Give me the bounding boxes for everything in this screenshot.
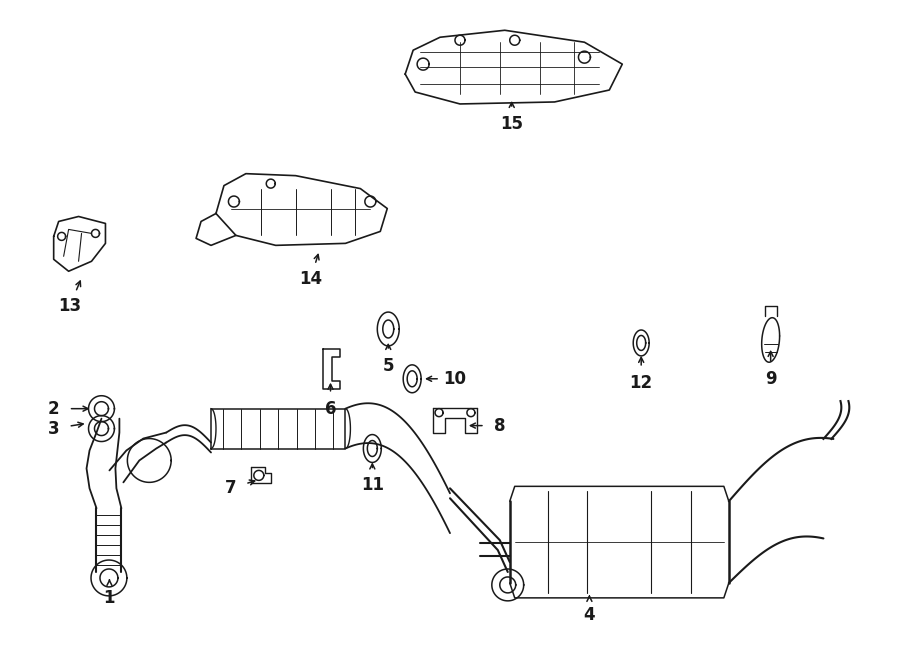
Text: 15: 15 <box>500 115 523 133</box>
Text: 2: 2 <box>48 400 59 418</box>
Text: 4: 4 <box>583 605 595 624</box>
Text: 1: 1 <box>104 589 115 607</box>
Text: 5: 5 <box>382 357 394 375</box>
Text: 12: 12 <box>630 373 652 392</box>
Text: 7: 7 <box>225 479 237 497</box>
Text: 8: 8 <box>494 416 506 434</box>
Text: 13: 13 <box>58 297 81 315</box>
Text: 14: 14 <box>299 270 322 288</box>
Text: 9: 9 <box>765 369 777 388</box>
Text: 11: 11 <box>361 477 383 494</box>
Text: 3: 3 <box>48 420 59 438</box>
Text: 6: 6 <box>325 400 337 418</box>
Text: 10: 10 <box>444 369 466 388</box>
